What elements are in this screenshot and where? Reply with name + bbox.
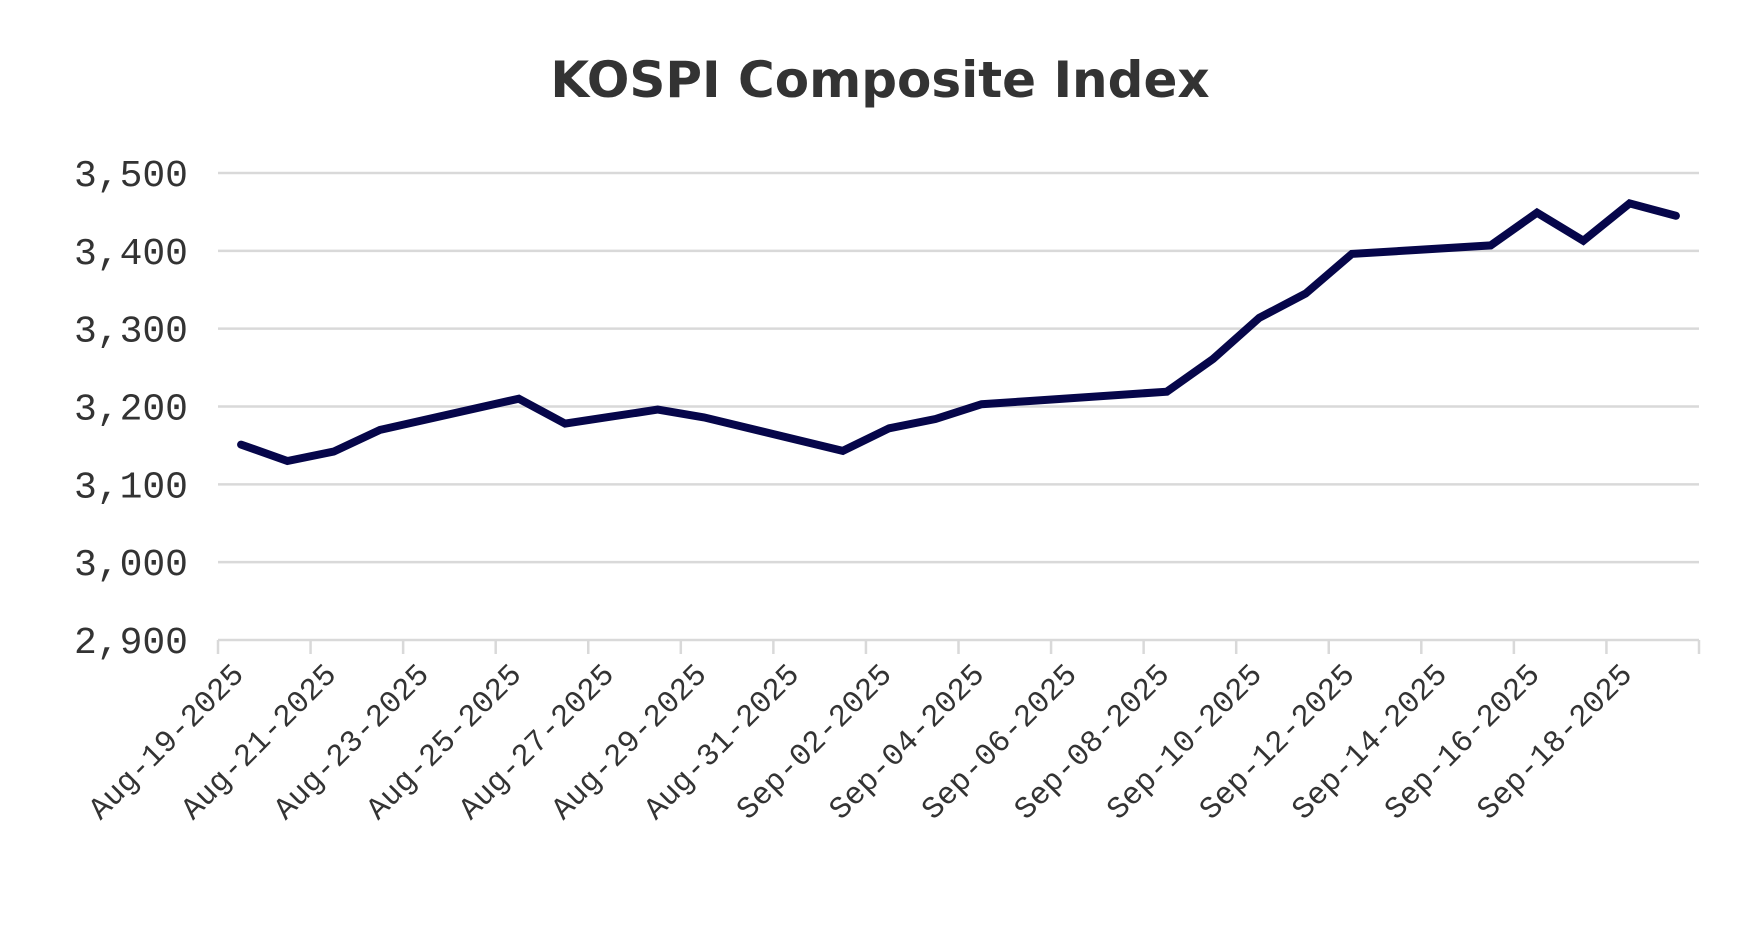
series-line-kospi xyxy=(237,199,1680,466)
y-tick-label: 2,900 xyxy=(74,622,188,665)
y-tick-label: 3,200 xyxy=(74,389,188,432)
y-tick-label: 3,300 xyxy=(74,311,188,354)
y-tick-label: 3,100 xyxy=(74,466,188,509)
y-tick-label: 3,400 xyxy=(74,233,188,276)
y-tick-label: 3,000 xyxy=(74,544,188,587)
y-tick-label: 3,500 xyxy=(74,155,188,198)
x-tick-label: Aug-19-2025 xyxy=(83,658,252,827)
chart-title: KOSPI Composite Index xyxy=(550,51,1209,109)
